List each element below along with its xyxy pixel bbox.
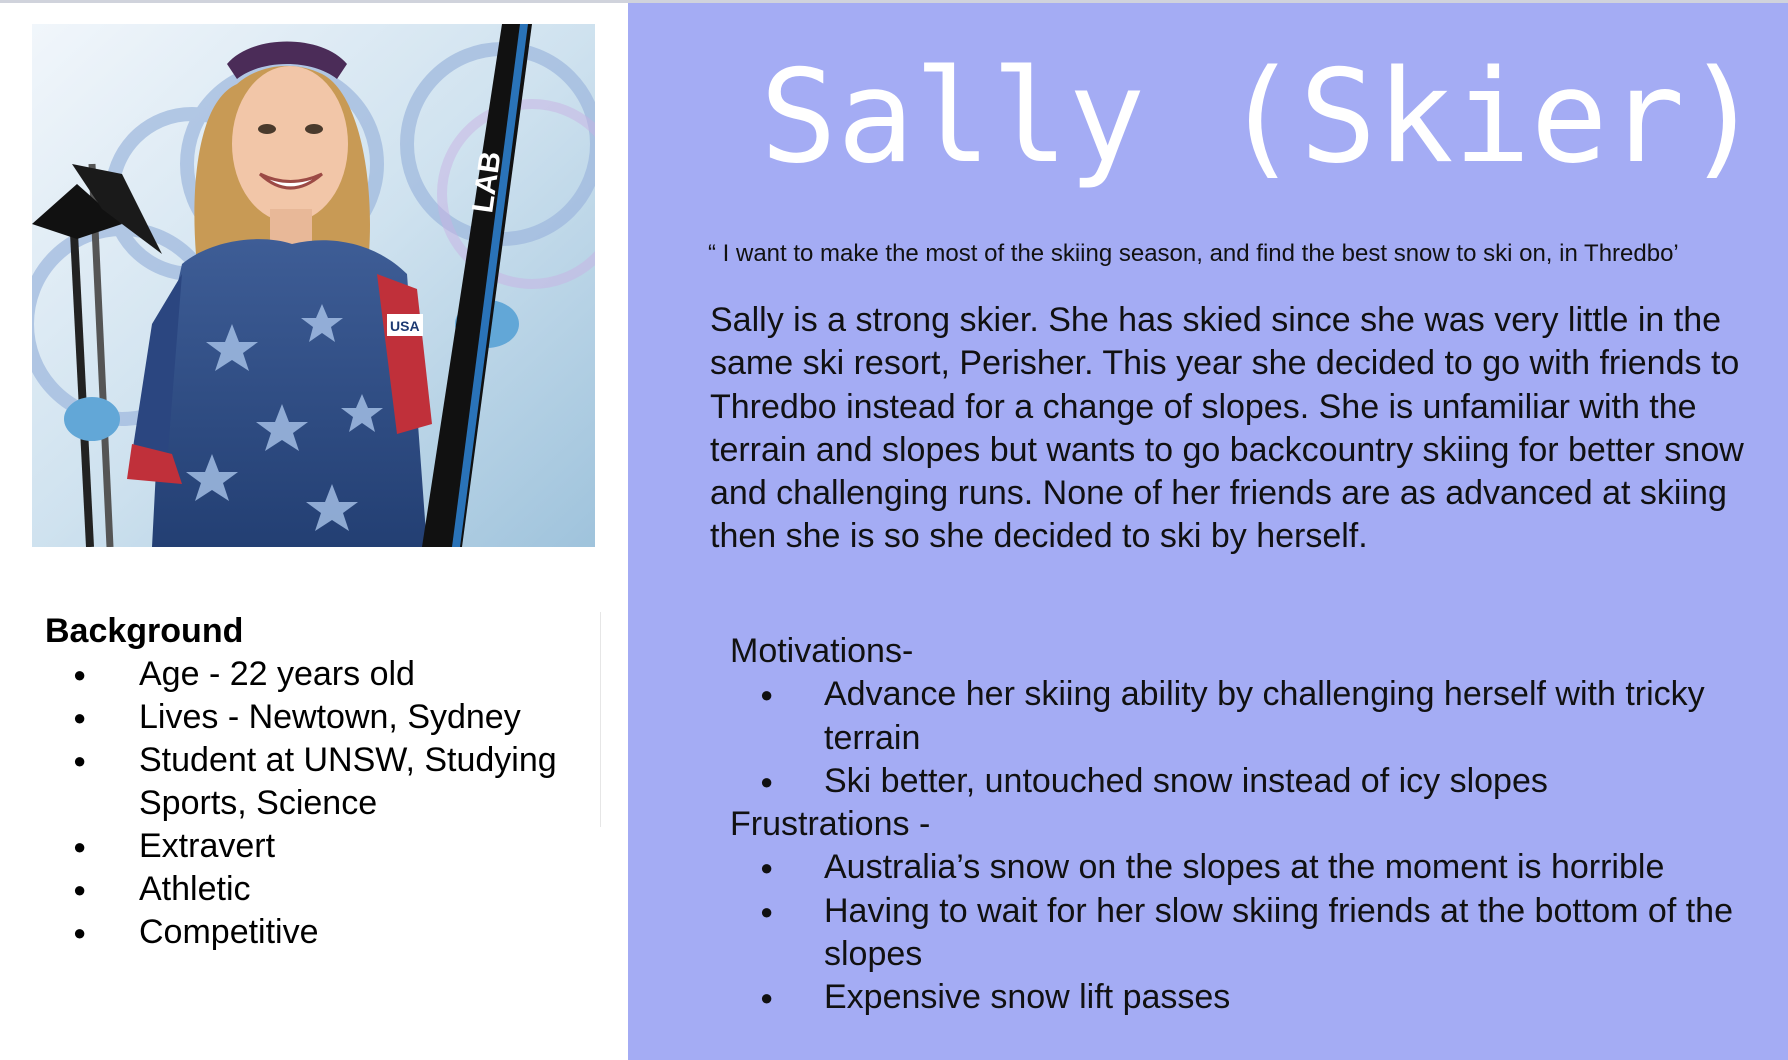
frustrations-list: Australia’s snow on the slopes at the mo… (730, 846, 1770, 1019)
persona-photo: USA LAB (32, 24, 595, 547)
column-divider (600, 612, 601, 827)
background-item: Athletic (45, 868, 605, 911)
frustration-item: Australia’s snow on the slopes at the mo… (730, 846, 1770, 890)
motivations-heading: Motivations- (730, 632, 914, 670)
motivations-list: Advance her skiing ability by challengin… (730, 673, 1770, 803)
persona-quote: “ I want to make the most of the skiing … (708, 240, 1679, 267)
background-section: Background Age - 22 years old Lives - Ne… (45, 610, 605, 954)
top-border (0, 0, 1788, 3)
motivation-item: Ski better, untouched snow instead of ic… (730, 760, 1770, 804)
frustrations-heading: Frustrations - (730, 805, 931, 844)
goals-section: Motivations- Advance her skiing ability … (730, 630, 1770, 1020)
background-item: Lives - Newtown, Sydney (45, 696, 605, 739)
skier-portrait-image: USA LAB (32, 24, 595, 547)
frustration-item: Having to wait for her slow skiing frien… (730, 890, 1770, 977)
persona-description: Sally is a strong skier. She has skied s… (710, 301, 1744, 556)
background-heading: Background (45, 612, 244, 650)
background-item: Competitive (45, 911, 605, 954)
motivation-item: Advance her skiing ability by challengin… (730, 673, 1770, 760)
frustration-item: Expensive snow lift passes (730, 976, 1770, 1020)
persona-panel: Sally (Skier) “ I want to make the most … (628, 3, 1788, 1060)
persona-title: Sally (Skier) (760, 43, 1762, 192)
background-item: Age - 22 years old (45, 653, 605, 696)
background-list: Age - 22 years old Lives - Newtown, Sydn… (45, 653, 605, 954)
background-item: Extravert (45, 825, 605, 868)
svg-text:USA: USA (390, 318, 420, 334)
background-item: Student at UNSW, Studying Sports, Scienc… (45, 739, 605, 825)
